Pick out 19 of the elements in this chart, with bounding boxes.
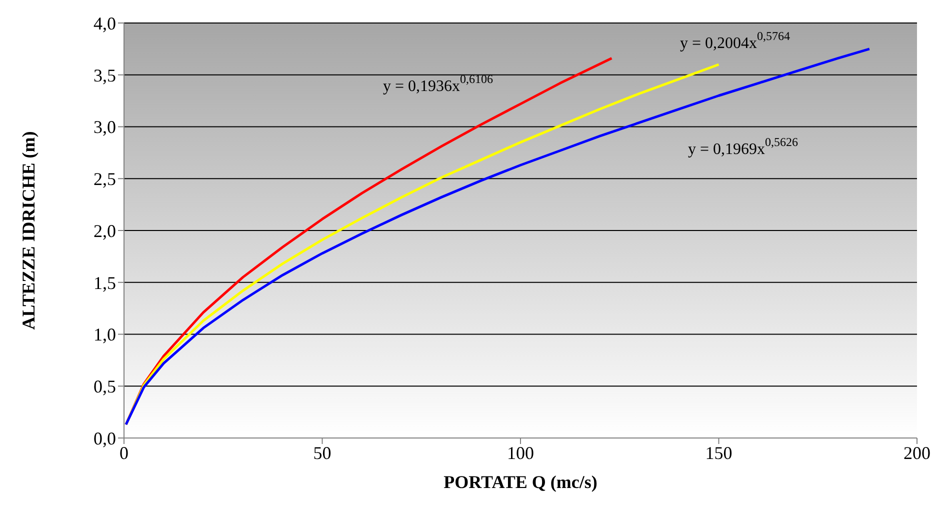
x-axis-title: PORTATE Q (mc/s) (444, 472, 598, 492)
annotation: y = 0,2004x$^{0,5764}$ (680, 29, 790, 52)
annotation: y = 0,1936x$^{0,6106}$ (382, 72, 494, 94)
y-tick-label: 0,5 (94, 376, 116, 397)
annotation: y = 0,1969x$^{0,5626}$ (688, 135, 798, 158)
x-tick-label: 150 (705, 442, 732, 463)
y-tick-label: 3,5 (94, 65, 116, 86)
y-tick-label: 4,0 (94, 13, 116, 34)
x-tick-label: 100 (507, 442, 534, 463)
y-tick-label: 3,0 (94, 117, 116, 138)
y-axis-title: ALTEZZE IDRICHE (m) (18, 131, 38, 330)
y-tick-label: 2,5 (94, 169, 116, 190)
x-tick-label: 50 (313, 442, 332, 463)
x-tick-label: 200 (904, 442, 930, 463)
y-tick-label: 1,0 (94, 324, 116, 345)
x-tick-label: 0 (120, 442, 128, 463)
y-tick-label: 0,0 (94, 428, 116, 448)
y-tick-label: 2,0 (94, 220, 116, 241)
y-tick-label: 1,5 (94, 272, 116, 293)
